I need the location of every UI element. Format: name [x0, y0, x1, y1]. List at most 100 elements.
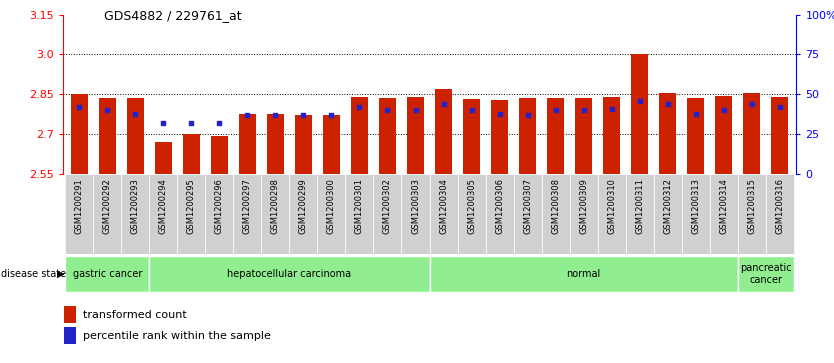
Point: [353, 104, 366, 110]
Text: GSM1200306: GSM1200306: [495, 178, 504, 234]
Text: transformed count: transformed count: [83, 310, 187, 319]
Point: [689, 111, 702, 117]
Bar: [239, 114, 256, 174]
Point: [269, 112, 282, 118]
Text: gastric cancer: gastric cancer: [73, 269, 142, 279]
Bar: [766, 174, 794, 254]
Point: [73, 104, 86, 110]
Bar: [127, 98, 143, 174]
Bar: [430, 174, 458, 254]
Text: GSM1200316: GSM1200316: [775, 178, 784, 234]
Text: GSM1200315: GSM1200315: [747, 178, 756, 234]
Bar: [430, 256, 737, 292]
Bar: [541, 174, 570, 254]
Text: GSM1200309: GSM1200309: [579, 178, 588, 234]
Point: [661, 101, 674, 107]
Bar: [289, 174, 318, 254]
Bar: [379, 98, 396, 174]
Point: [157, 120, 170, 126]
Text: GSM1200296: GSM1200296: [215, 178, 224, 234]
Point: [324, 112, 338, 118]
Bar: [295, 115, 312, 174]
Bar: [205, 174, 234, 254]
Bar: [737, 256, 794, 292]
Bar: [149, 256, 430, 292]
Bar: [659, 93, 676, 174]
Bar: [122, 174, 149, 254]
Text: GSM1200301: GSM1200301: [355, 178, 364, 234]
Text: GSM1200302: GSM1200302: [383, 178, 392, 234]
Bar: [485, 174, 514, 254]
Bar: [318, 174, 345, 254]
Text: GSM1200307: GSM1200307: [523, 178, 532, 234]
Point: [101, 107, 114, 113]
Text: disease state: disease state: [1, 269, 66, 279]
Bar: [570, 174, 598, 254]
Text: ▶: ▶: [57, 269, 64, 279]
Bar: [743, 93, 760, 174]
Text: GSM1200293: GSM1200293: [131, 178, 140, 234]
Bar: [575, 98, 592, 174]
Text: pancreatic
cancer: pancreatic cancer: [740, 263, 791, 285]
Text: GSM1200308: GSM1200308: [551, 178, 560, 234]
Text: GSM1200305: GSM1200305: [467, 178, 476, 234]
Point: [633, 98, 646, 104]
Bar: [435, 89, 452, 174]
Bar: [547, 98, 564, 174]
Point: [745, 101, 758, 107]
Bar: [64, 306, 76, 322]
Bar: [374, 174, 401, 254]
Bar: [267, 114, 284, 174]
Point: [717, 107, 731, 113]
Bar: [71, 94, 88, 174]
Text: GSM1200304: GSM1200304: [439, 178, 448, 234]
Text: GSM1200310: GSM1200310: [607, 178, 616, 234]
Bar: [183, 134, 200, 174]
Bar: [407, 97, 424, 174]
Point: [521, 112, 535, 118]
Bar: [234, 174, 261, 254]
Bar: [519, 98, 536, 174]
Point: [241, 112, 254, 118]
Bar: [491, 100, 508, 174]
Bar: [598, 174, 626, 254]
Bar: [178, 174, 205, 254]
Bar: [65, 256, 149, 292]
Text: percentile rank within the sample: percentile rank within the sample: [83, 331, 271, 341]
Point: [409, 107, 422, 113]
Text: normal: normal: [566, 269, 600, 279]
Bar: [211, 136, 228, 174]
Bar: [64, 327, 76, 344]
Bar: [93, 174, 122, 254]
Point: [605, 106, 618, 112]
Bar: [603, 97, 620, 174]
Bar: [514, 174, 541, 254]
Text: GSM1200299: GSM1200299: [299, 178, 308, 234]
Point: [213, 120, 226, 126]
Text: GSM1200312: GSM1200312: [663, 178, 672, 234]
Text: GDS4882 / 229761_at: GDS4882 / 229761_at: [104, 9, 242, 22]
Point: [577, 107, 590, 113]
Point: [465, 107, 478, 113]
Bar: [99, 98, 116, 174]
Text: GSM1200292: GSM1200292: [103, 178, 112, 234]
Point: [549, 107, 562, 113]
Text: GSM1200314: GSM1200314: [719, 178, 728, 234]
Bar: [463, 99, 480, 174]
Text: GSM1200295: GSM1200295: [187, 178, 196, 234]
Bar: [458, 174, 485, 254]
Text: GSM1200294: GSM1200294: [159, 178, 168, 234]
Text: GSM1200291: GSM1200291: [75, 178, 84, 234]
Bar: [323, 115, 340, 174]
Bar: [687, 98, 704, 174]
Bar: [149, 174, 178, 254]
Text: hepatocellular carcinoma: hepatocellular carcinoma: [228, 269, 351, 279]
Bar: [710, 174, 737, 254]
Point: [128, 111, 142, 117]
Point: [437, 101, 450, 107]
Text: GSM1200298: GSM1200298: [271, 178, 280, 234]
Bar: [351, 97, 368, 174]
Bar: [681, 174, 710, 254]
Bar: [771, 97, 788, 174]
Text: GSM1200313: GSM1200313: [691, 178, 700, 234]
